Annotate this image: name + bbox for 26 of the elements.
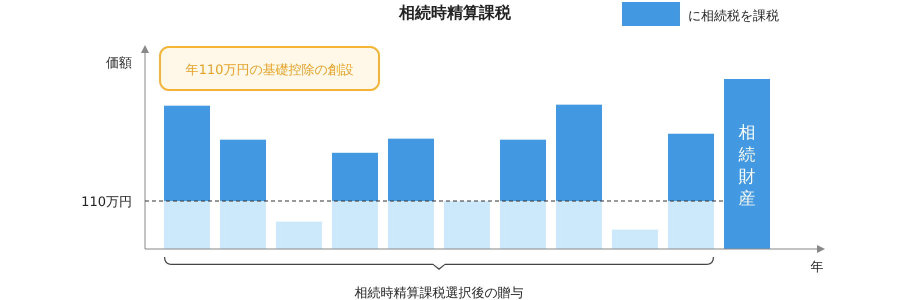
bar	[220, 140, 266, 202]
ref-line-label: 110万円	[81, 195, 132, 210]
bar	[724, 79, 770, 249]
chart-title: 相続時精算課税	[398, 3, 512, 22]
legend-label: に相続税を課税	[688, 9, 779, 24]
text: 相続時精算課税選択後の贈与	[354, 286, 524, 300]
y-axis-title: 価額	[106, 56, 132, 71]
bar	[388, 138, 434, 202]
bar	[164, 106, 210, 202]
bar	[612, 230, 658, 249]
bar	[444, 201, 490, 249]
bar	[332, 201, 378, 249]
bar	[556, 201, 602, 249]
bar	[220, 201, 266, 249]
bar	[668, 201, 714, 249]
bar	[164, 201, 210, 249]
bar	[388, 201, 434, 249]
bar	[276, 222, 322, 249]
bar	[556, 104, 602, 202]
text: 年110万円の基礎控除の創設	[186, 63, 354, 78]
x-axis-title: 年	[810, 260, 824, 275]
bar	[500, 140, 546, 202]
bar	[332, 152, 378, 202]
bar	[668, 134, 714, 202]
annotation: 相続財産	[738, 123, 756, 209]
bar	[500, 201, 546, 249]
